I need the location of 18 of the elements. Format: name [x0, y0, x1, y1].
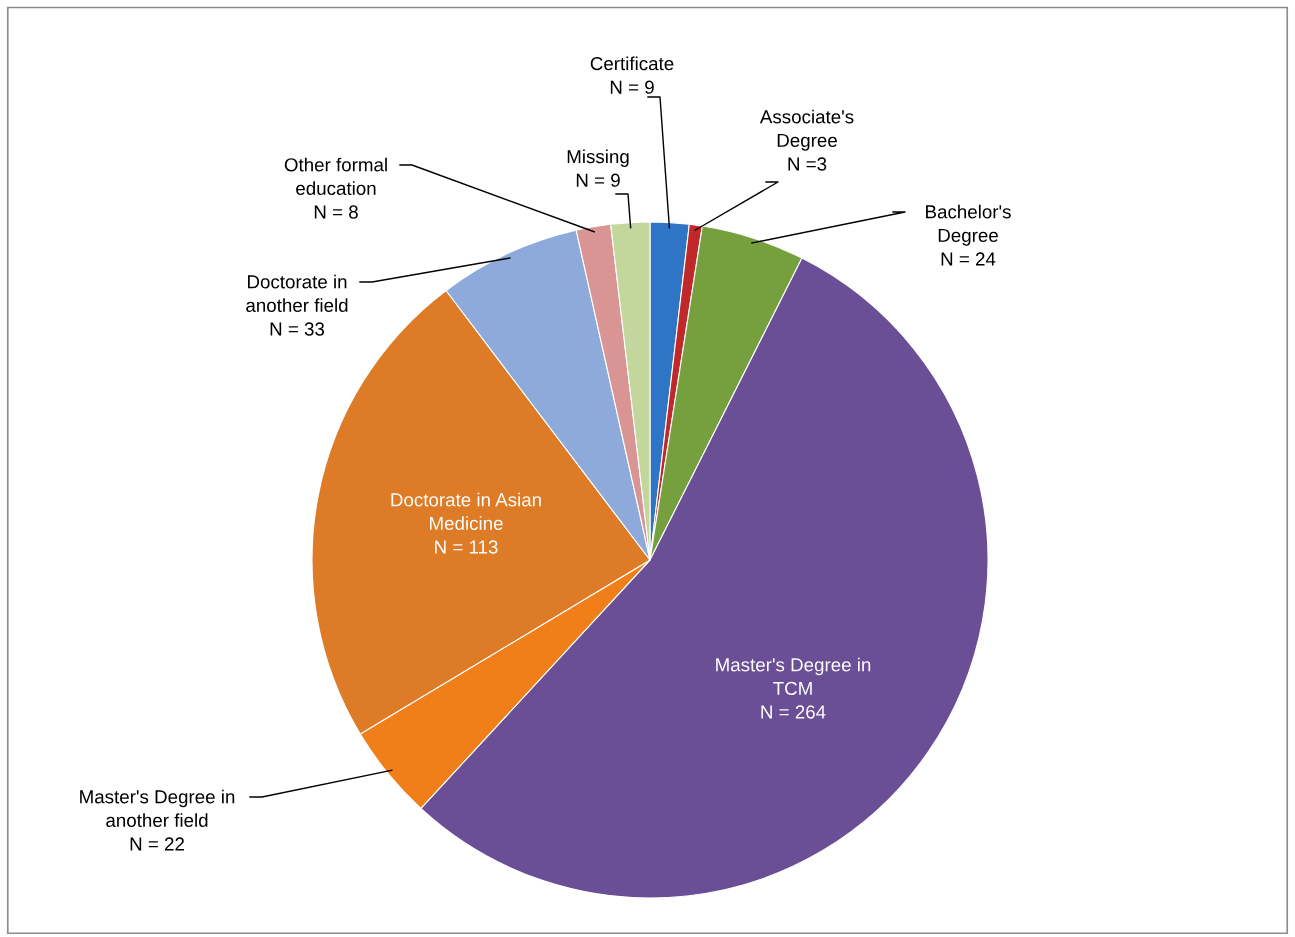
slice-label: Doctorate in Asian Medicine — [391, 492, 541, 531]
data-label: N =3 — [788, 157, 827, 171]
slice-label: Doctorate in another field — [246, 274, 348, 313]
data-label: N = 264 — [761, 705, 826, 719]
slice-label: Certificate — [590, 56, 674, 71]
slice-label: Bachelor's Degree — [926, 204, 1011, 246]
slice-label: Missing — [567, 149, 629, 167]
slice-label: Other formal education — [284, 157, 387, 196]
slice-label: Associate's Degree — [759, 109, 854, 151]
data-label: N = 22 — [130, 837, 184, 851]
data-label: N = 24 — [941, 252, 996, 266]
data-label: N = 8 — [314, 205, 358, 219]
slice-label: Master's Degree in another field — [80, 789, 235, 828]
slice-label: Master's Degree in TCM — [716, 657, 871, 696]
data-label: N = 33 — [270, 322, 325, 336]
data-label: N = 9 — [610, 80, 654, 94]
data-label: N = 9 — [576, 173, 620, 187]
data-label: N = 113 — [435, 540, 498, 554]
